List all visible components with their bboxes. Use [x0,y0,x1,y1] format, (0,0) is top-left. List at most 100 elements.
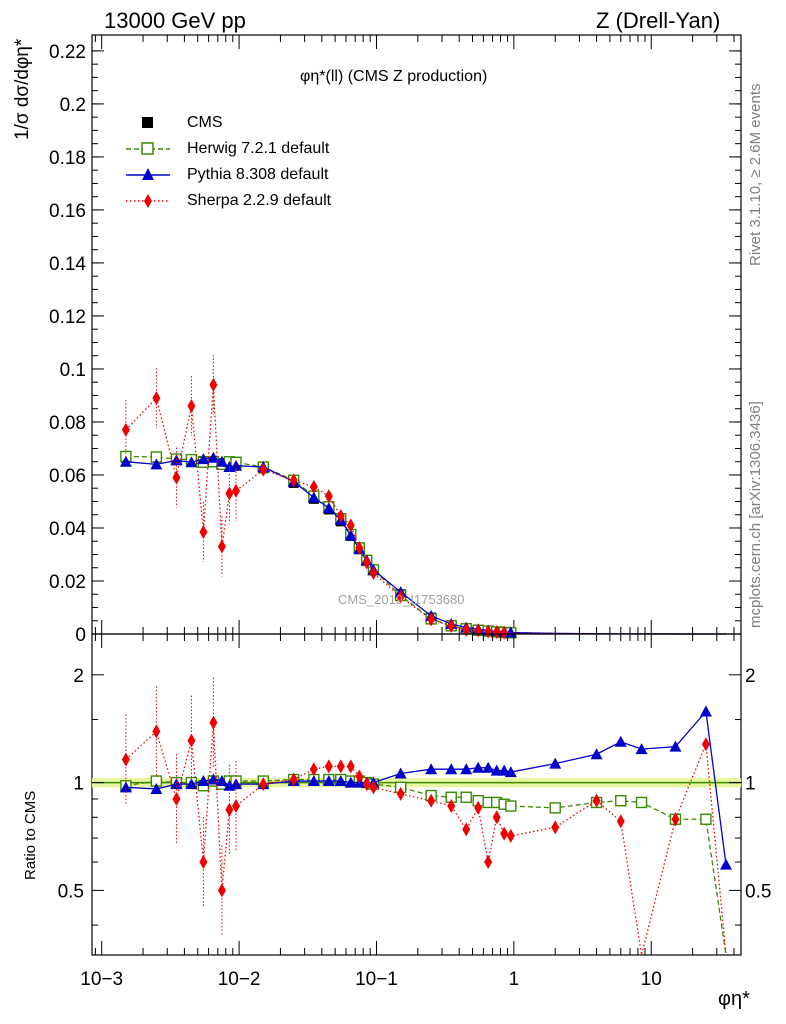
marker-diamond [209,377,218,392]
marker-triangle [334,775,347,787]
marker-diamond [474,800,483,815]
marker-triangle [472,761,485,773]
legend: CMS Herwig 7.2.1 default Pythia 8.308 de… [120,110,380,214]
marker-diamond [492,810,501,825]
y-tick-label: 0.16 [49,201,86,222]
marker-diamond [355,540,364,555]
y-tick-label: 0.22 [49,42,86,63]
marker-open-square [615,795,627,807]
marker-triangle [197,775,210,787]
marker-triangle [322,502,335,514]
y-tick-label: 0.02 [49,572,86,593]
marker-diamond [209,715,218,730]
marker-triangle [307,775,320,787]
marker-open-square [505,800,517,812]
marker-triangle [590,748,603,760]
y-axis-label-ratio: Ratio to CMS [22,790,39,880]
legend-item-cms: CMS [120,110,380,136]
ratio-panel: 0.5 0.5 1 1 2 2 10−3 10−2 10−1 1 10 [58,633,771,990]
marker-diamond [225,802,234,817]
ratio-series-line [125,778,727,956]
marker-diamond [259,462,268,477]
legend-item-sherpa: Sherpa 2.2.9 default [120,188,380,214]
marker-triangle [230,778,243,790]
marker-diamond [259,777,268,792]
marker-diamond [362,777,371,792]
mcplots-label: mcplots.cern.ch [arXiv:1306.3436] [747,401,764,628]
marker-diamond [362,555,371,570]
top-series-line [125,384,727,635]
marker-triangle [549,757,562,769]
header-right: Z (Drell-Yan) [596,8,721,33]
marker-diamond [346,759,355,774]
y-tick-label: 0.2 [60,95,86,116]
marker-triangle [504,766,517,778]
ratio-frame [91,633,742,956]
marker-diamond [462,822,471,837]
x-tick-label: 1 [509,969,520,990]
header-left: 13000 GeV pp [104,8,246,33]
marker-diamond [289,473,298,488]
marker-open-square [700,813,712,825]
marker-diamond [336,509,345,524]
plot-title-text: φη*(ll) (CMS Z production) [300,68,488,85]
x-tick-label: 10−2 [218,969,261,990]
ratio-tick-label: 2 [73,666,84,687]
y-tick-label: 0.18 [49,148,86,169]
ratio-series-line [125,709,727,865]
marker-diamond [500,625,509,640]
marker-diamond [355,769,364,784]
marker-open-square [549,802,561,814]
legend-label-sherpa: Sherpa 2.2.9 default [187,192,332,209]
marker-diamond [447,619,456,634]
watermark: CMS_2019_I1753680 [338,592,465,607]
marker-diamond [484,855,493,870]
marker-diamond [152,391,161,406]
legend-label-herwig: Herwig 7.2.1 default [187,140,330,157]
legend-item-herwig: Herwig 7.2.1 default [120,136,380,162]
marker-triangle [215,455,228,467]
marker-diamond [484,624,493,639]
marker-diamond [336,759,345,774]
marker-triangle [445,763,458,775]
marker-triangle [394,767,407,779]
x-tick-label: 10−1 [355,969,398,990]
marker-triangle [482,761,495,773]
marker-diamond [324,759,333,774]
marker-diamond [506,828,515,843]
marker-diamond [121,422,130,437]
y-tick-label: 0.14 [49,254,86,275]
marker-diamond [346,518,355,533]
marker-triangle [699,705,712,717]
marker-diamond [324,489,333,504]
marker-diamond [217,539,226,554]
legend-label-pythia: Pythia 8.308 default [187,166,329,183]
legend-label-cms: CMS [187,114,223,131]
ratio-tick-label-right: 1 [745,774,756,795]
ratio-series-line [125,722,727,956]
marker-triangle [344,776,357,788]
ratio-tick-label: 0.5 [58,881,84,902]
x-axis-label: φη* [718,988,750,1010]
top-panel: 0 0.02 0.04 0.06 0.08 0.1 0.12 0.14 0.16 0.18 0.2 0… [49,34,742,646]
marker-diamond [427,793,436,808]
marker-diamond [187,399,196,414]
top-series-line [125,457,727,635]
y-tick-label: 0.06 [49,466,86,487]
marker-diamond [447,799,456,814]
marker-diamond [701,737,710,752]
marker-diamond [225,486,234,501]
marker-diamond [671,812,680,827]
marker-diamond [616,814,625,829]
x-tick-label: 10−3 [80,969,123,990]
marker-triangle [119,781,132,793]
marker-diamond [396,589,405,604]
marker-diamond [462,622,471,637]
marker-diamond [309,762,318,777]
marker-diamond [172,470,181,485]
y-tick-label: 0.1 [60,360,86,381]
marker-diamond [232,799,241,814]
legend-symbol-cms [142,117,153,128]
marker-diamond [369,780,378,795]
